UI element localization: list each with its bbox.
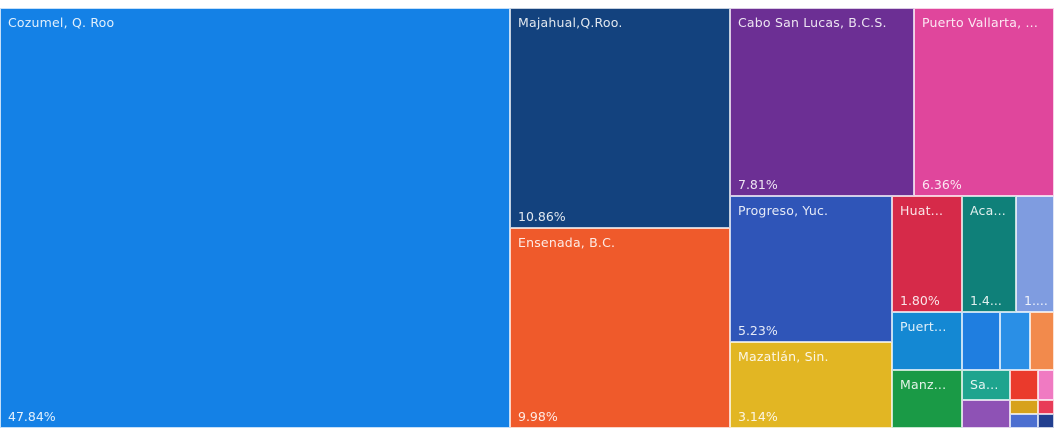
tile-label: Puerto Vallarta, ... <box>922 15 1039 30</box>
tile-value: 1.4... <box>970 293 1002 308</box>
treemap-tile[interactable]: Aca... 1.4... <box>962 196 1016 312</box>
treemap-tile[interactable] <box>1010 414 1038 428</box>
tile-value: 47.84% <box>8 409 56 424</box>
treemap-tile[interactable]: Sa... <box>962 370 1010 400</box>
tile-value: 1.... <box>1024 293 1048 308</box>
treemap-tile[interactable]: Cabo San Lucas, B.C.S. 7.81% <box>730 8 914 196</box>
treemap-tile[interactable]: 1.... <box>1016 196 1054 312</box>
tile-label: Aca... <box>970 203 1006 218</box>
treemap-tile[interactable]: Puerto Vallarta, ... 6.36% <box>914 8 1054 196</box>
tile-label: Cozumel, Q. Roo <box>8 15 115 30</box>
treemap-tile[interactable]: Majahual,Q.Roo. 10.86% <box>510 8 730 228</box>
tile-label: Puert... <box>900 319 947 334</box>
treemap-tile[interactable]: Ensenada, B.C. 9.98% <box>510 228 730 428</box>
tile-value: 7.81% <box>738 177 778 192</box>
treemap-tile[interactable]: Mazatlán, Sin. 3.14% <box>730 342 892 428</box>
tile-value: 6.36% <box>922 177 962 192</box>
treemap-tile[interactable] <box>962 400 1010 428</box>
tile-value: 1.80% <box>900 293 940 308</box>
treemap-tile[interactable] <box>1000 312 1030 370</box>
tile-label: Huat... <box>900 203 944 218</box>
tile-label: Mazatlán, Sin. <box>738 349 829 364</box>
tile-label: Sa... <box>970 377 999 392</box>
treemap-tile[interactable]: Cozumel, Q. Roo 47.84% <box>0 8 510 428</box>
treemap-tile[interactable] <box>962 312 1000 370</box>
treemap-tile[interactable]: Huat... 1.80% <box>892 196 962 312</box>
treemap-tile[interactable]: Manz... <box>892 370 962 428</box>
tile-value: 10.86% <box>518 209 566 224</box>
treemap-tile[interactable] <box>1030 312 1054 370</box>
tile-label: Ensenada, B.C. <box>518 235 616 250</box>
tile-value: 5.23% <box>738 323 778 338</box>
tile-label: Manz... <box>900 377 947 392</box>
tile-label: Progreso, Yuc. <box>738 203 829 218</box>
treemap-tile[interactable] <box>1038 400 1054 414</box>
tile-value: 3.14% <box>738 409 778 424</box>
treemap-tile[interactable] <box>1010 370 1038 400</box>
tile-value: 9.98% <box>518 409 558 424</box>
treemap-tile[interactable] <box>1010 400 1038 414</box>
treemap-tile[interactable] <box>1038 414 1054 428</box>
tile-label: Cabo San Lucas, B.C.S. <box>738 15 887 30</box>
tile-label: Majahual,Q.Roo. <box>518 15 623 30</box>
treemap-tile[interactable] <box>1038 370 1054 400</box>
treemap-tile[interactable]: Puert... <box>892 312 962 370</box>
treemap-tile[interactable]: Progreso, Yuc. 5.23% <box>730 196 892 342</box>
